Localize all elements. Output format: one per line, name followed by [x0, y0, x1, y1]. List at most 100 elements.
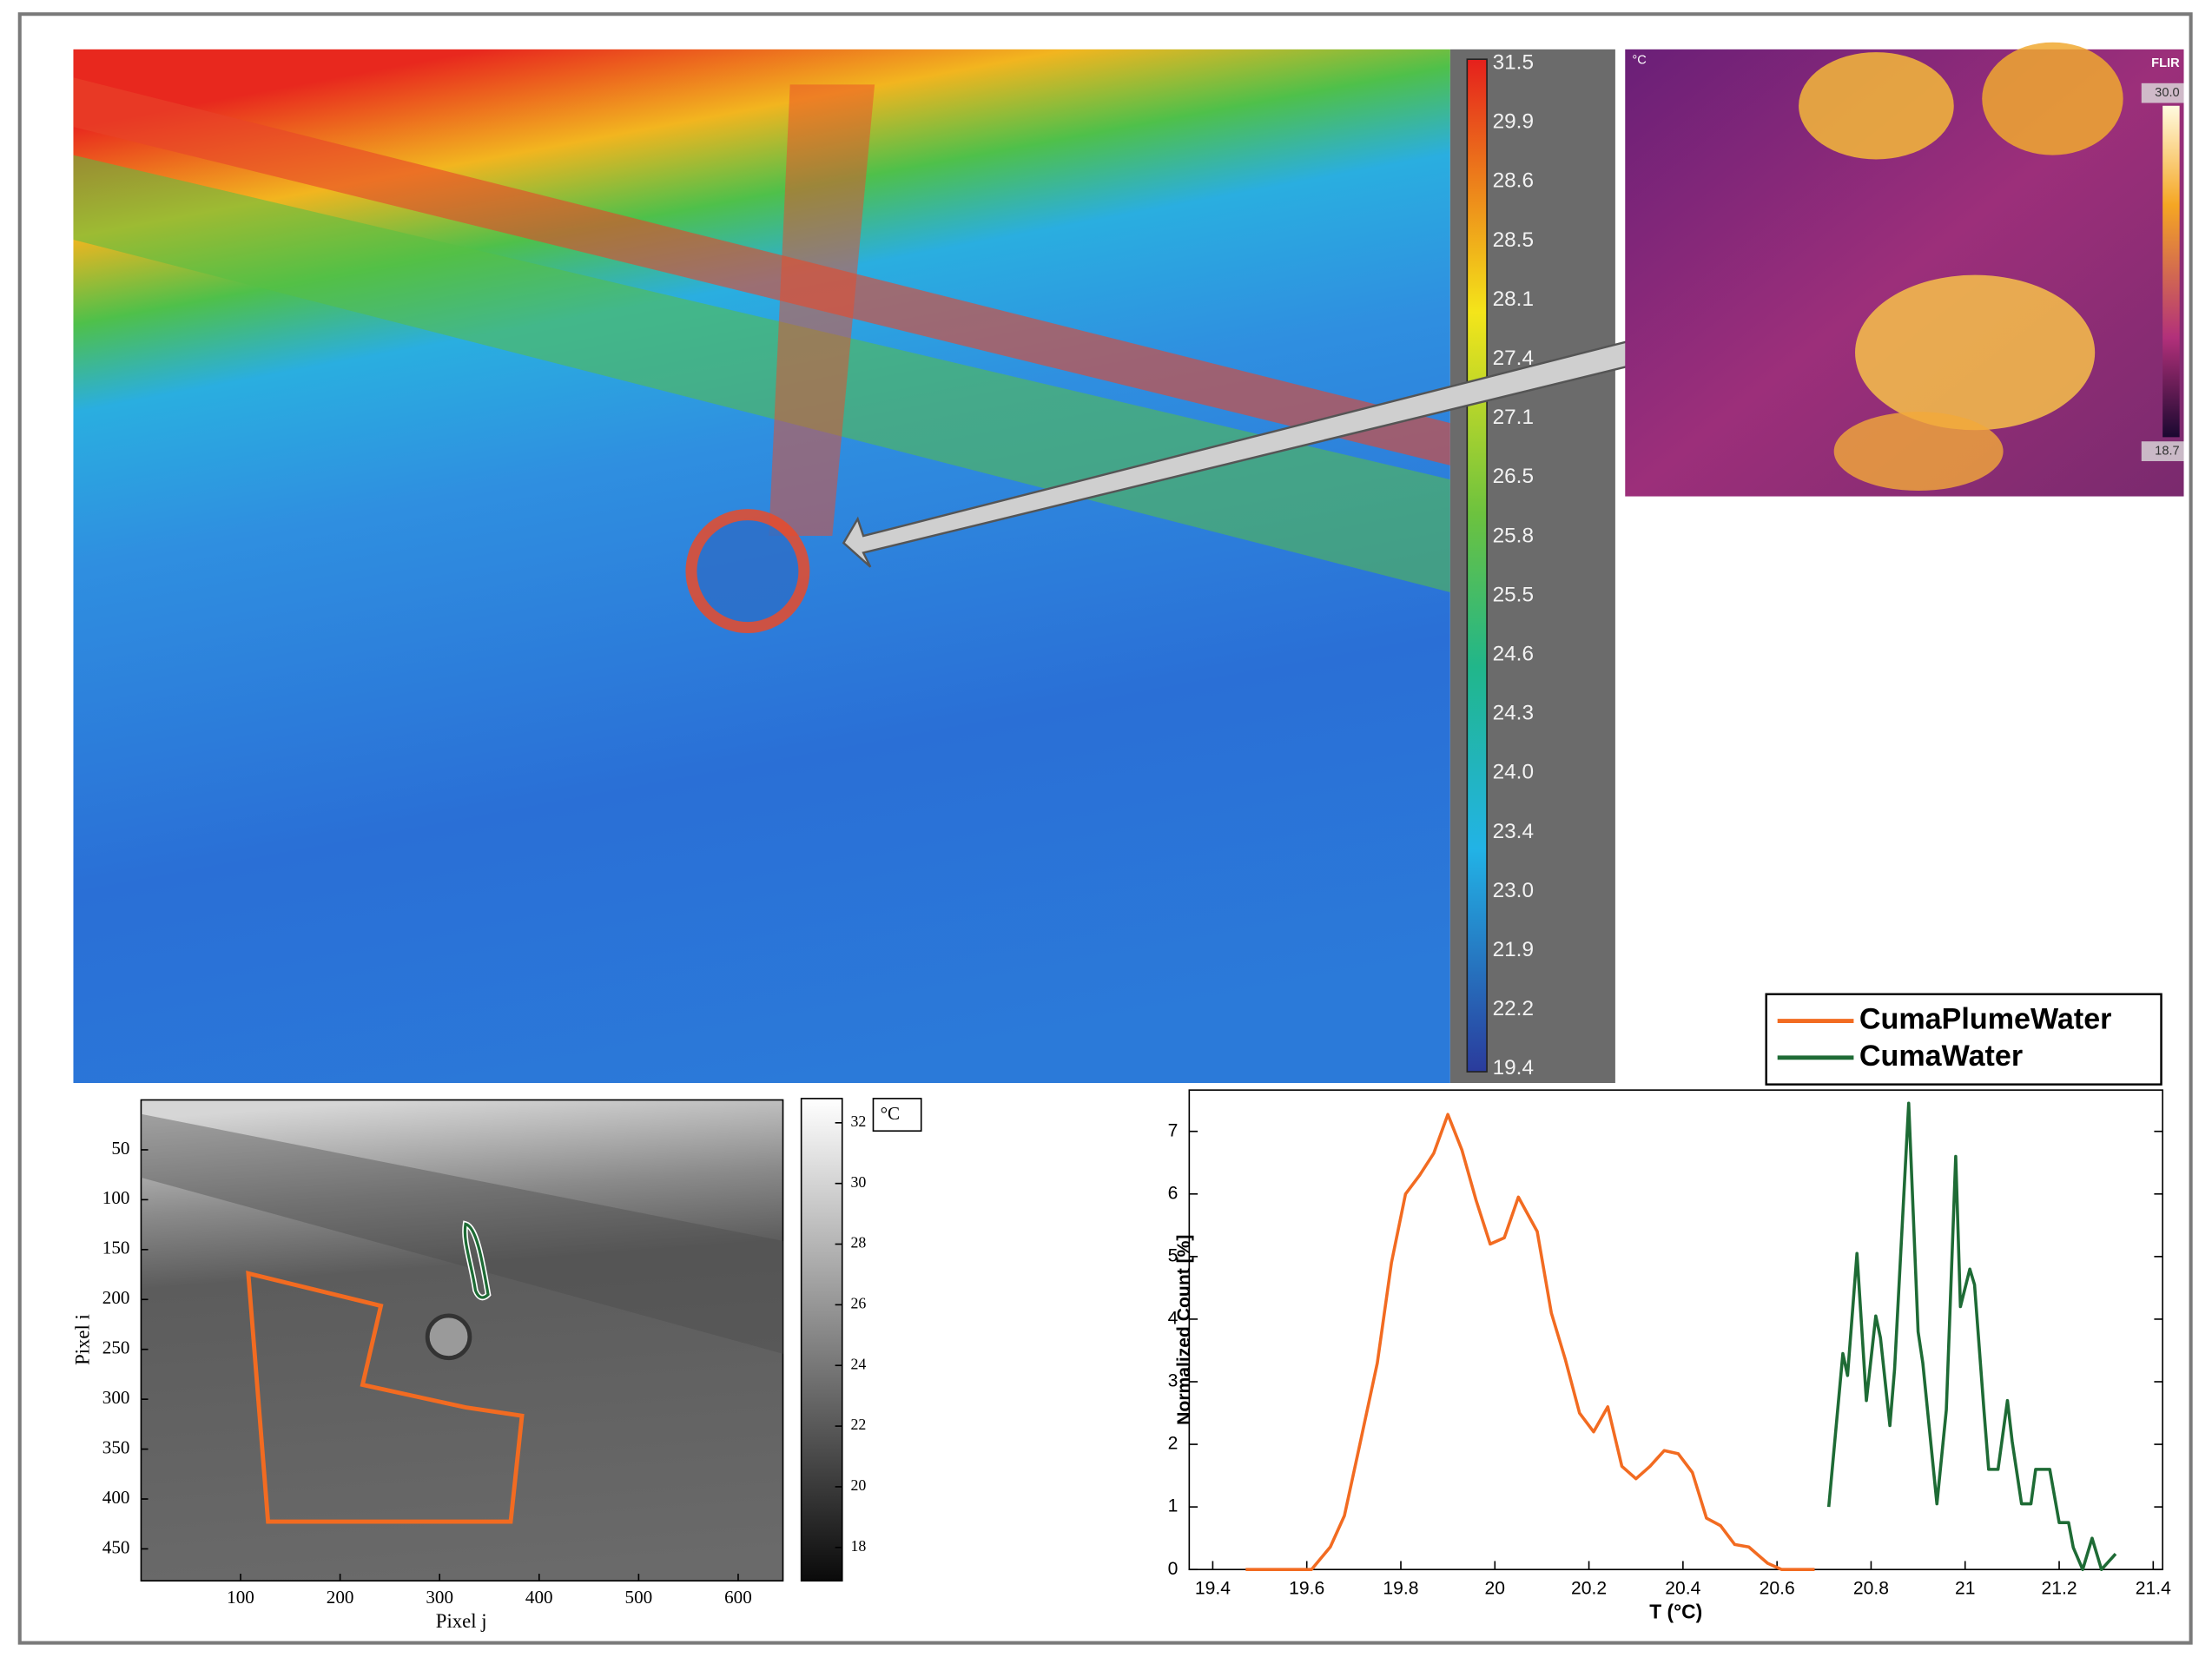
x-tick-label: 21.2 — [2041, 1579, 2077, 1599]
colorbar-label: 23.0 — [1493, 879, 1534, 902]
x-axis-label: Pixel j — [436, 1610, 487, 1632]
colorbar-tick-label: 30 — [850, 1173, 866, 1191]
colorbar-label: 27.1 — [1493, 406, 1534, 429]
colorbar-label: 25.8 — [1493, 524, 1534, 547]
colorbar-label: 24.6 — [1493, 643, 1534, 666]
gray-island — [425, 1313, 472, 1361]
series-line — [1826, 1101, 2117, 1571]
flir-label-bg — [2141, 441, 2184, 461]
colorbar-label: 28.5 — [1493, 228, 1534, 252]
y-tick-label: 2 — [1168, 1434, 1179, 1454]
x-tick-label: 21 — [1955, 1579, 1975, 1599]
flir-hotspot — [1855, 274, 2096, 431]
x-tick-label: 20 — [1485, 1579, 1505, 1599]
flir-hotspot — [1799, 52, 1954, 160]
y-tick-label: 0 — [1168, 1559, 1179, 1579]
colorbar-tick-label: 20 — [850, 1476, 866, 1494]
y-tick-label: 5 — [1168, 1245, 1179, 1265]
y-tick-label: 150 — [102, 1238, 130, 1258]
colorbar-label: 22.2 — [1493, 997, 1534, 1020]
colorbar — [1466, 58, 1488, 1073]
x-tick-label: 400 — [525, 1587, 553, 1608]
y-tick-label: 6 — [1168, 1183, 1179, 1203]
gray-shore — [141, 1113, 783, 1354]
x-tick-label: 19.8 — [1383, 1579, 1418, 1599]
y-tick-label: 200 — [102, 1287, 130, 1308]
x-tick-label: 20.8 — [1853, 1579, 1889, 1599]
y-tick-label: 400 — [102, 1487, 130, 1508]
colorbar-tick-label: 32 — [850, 1113, 866, 1130]
y-axis-label: Pixel i — [72, 1314, 94, 1365]
series-line — [1245, 1113, 1815, 1571]
colorbar-label: 28.1 — [1493, 287, 1534, 311]
flir-inset: °C FLIR 30.0 18.7 — [1625, 42, 2184, 497]
thermal-island — [685, 509, 810, 634]
colorbar-label: 23.4 — [1493, 820, 1534, 843]
histogram-chart: T (°C) Normalized Count [%] 19.4 19.6 19.8… — [1168, 993, 2171, 1623]
colorbar-tick-label: 22 — [850, 1416, 866, 1433]
x-tick-label: 100 — [227, 1587, 254, 1608]
plot-frame — [1188, 1089, 2163, 1571]
colorbar-label: 21.9 — [1493, 938, 1534, 961]
y-axis-label: Normalized Count [%] — [1174, 1235, 1194, 1425]
x-tick-label: 21.4 — [2136, 1579, 2171, 1599]
flir-max: 30.0 — [2155, 86, 2179, 100]
thermal-band — [73, 77, 1450, 466]
y-tick-label: 1 — [1168, 1496, 1179, 1516]
x-tick-label: 20.6 — [1760, 1579, 1795, 1599]
flir-colorbar — [2162, 105, 2180, 438]
colorbar-label: 25.5 — [1493, 583, 1534, 606]
x-tick-label: 19.4 — [1195, 1579, 1231, 1599]
colorbar-unit-box — [872, 1098, 922, 1132]
arrow — [842, 331, 1675, 568]
x-tick-label: 19.6 — [1289, 1579, 1324, 1599]
colorbar-labels: 31.529.928.628.528.127.427.126.525.825.5… — [1493, 51, 1534, 1080]
colorbar-label: 24.0 — [1493, 761, 1534, 784]
colorbar-unit: °C — [881, 1103, 901, 1124]
thermal-map: 31.529.928.628.528.127.427.126.525.825.5… — [73, 49, 1675, 1084]
x-tick-label: 200 — [327, 1587, 354, 1608]
colorbar-label: 31.5 — [1493, 51, 1534, 75]
thermal-jetty — [769, 84, 875, 537]
x-tick-label: 20.4 — [1665, 1579, 1700, 1599]
y-tick-label: 450 — [102, 1536, 130, 1557]
flir-label-bg — [2141, 83, 2184, 103]
x-tick-label: 300 — [426, 1587, 453, 1608]
flir-hotspot — [1982, 42, 2123, 155]
flir-min: 18.7 — [2155, 444, 2179, 458]
colorbar-label: 24.3 — [1493, 702, 1534, 725]
colorbar-tick-label: 28 — [850, 1234, 866, 1251]
y-tick-label: 250 — [102, 1337, 130, 1358]
flir-hotspot — [1833, 412, 2004, 492]
colorbar-tick-label: 18 — [850, 1537, 866, 1555]
x-tick-label: 20.2 — [1571, 1579, 1607, 1599]
colorbar-label: 26.5 — [1493, 465, 1534, 488]
y-tick-label: 3 — [1168, 1371, 1179, 1391]
colorbar-label: 29.9 — [1493, 110, 1534, 134]
x-tick-label: 500 — [625, 1587, 653, 1608]
figure-border — [17, 12, 2193, 1645]
legend-label: CumaWater — [1859, 1040, 2023, 1073]
y-tick-label: 100 — [102, 1187, 130, 1208]
y-tick-label: 350 — [102, 1436, 130, 1457]
legend-box — [1765, 993, 2162, 1086]
y-tick-label: 50 — [111, 1138, 129, 1159]
colorbar-label: 28.6 — [1493, 169, 1534, 193]
flir-brand: FLIR — [2151, 56, 2180, 70]
gray-image-panel: °C Pixel j Pixel i 100 200 300 400 500 600 50 1… — [72, 1098, 922, 1632]
flir-unit: °C — [1632, 54, 1646, 68]
y-tick-label: 4 — [1168, 1309, 1179, 1329]
y-tick-label: 300 — [102, 1387, 130, 1408]
colorbar-label: 19.4 — [1493, 1056, 1534, 1080]
colorbar-tick-label: 24 — [850, 1355, 866, 1372]
legend-label: CumaPlumeWater — [1859, 1003, 2112, 1036]
x-axis-label: T (°C) — [1649, 1601, 1702, 1623]
gray-colorbar — [800, 1098, 843, 1582]
colorbar-tick-label: 26 — [850, 1294, 866, 1311]
plume-region — [246, 1271, 525, 1524]
water-region — [463, 1222, 490, 1299]
y-tick-label: 7 — [1168, 1120, 1179, 1140]
x-tick-label: 600 — [724, 1587, 752, 1608]
